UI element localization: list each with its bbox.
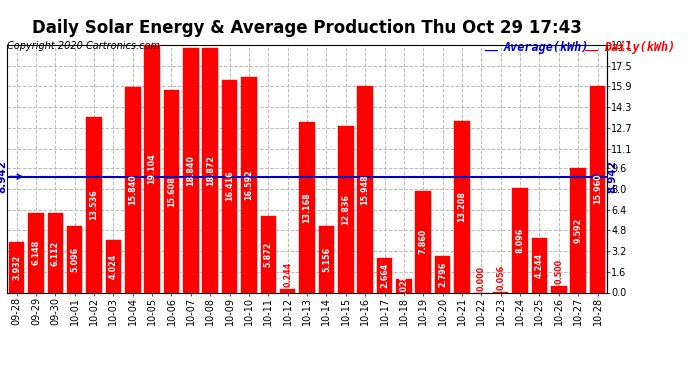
Text: 13.208: 13.208: [457, 192, 466, 222]
Text: 15.840: 15.840: [128, 174, 137, 205]
Bar: [280, 290, 295, 292]
Text: Daily Solar Energy & Average Production Thu Oct 29 17:43: Daily Solar Energy & Average Production …: [32, 19, 582, 37]
Bar: [454, 122, 470, 292]
Bar: [551, 286, 566, 292]
Text: 6.112: 6.112: [51, 240, 60, 266]
Text: 5.872: 5.872: [264, 242, 273, 267]
Bar: [86, 117, 102, 292]
Text: Daily(kWh): Daily(kWh): [604, 41, 675, 54]
Text: 5.156: 5.156: [322, 246, 331, 272]
Bar: [571, 168, 586, 292]
Bar: [183, 48, 199, 292]
Text: 2.796: 2.796: [438, 262, 447, 287]
Text: 0.244: 0.244: [283, 262, 292, 287]
Text: Copyright 2020 Cartronics.com: Copyright 2020 Cartronics.com: [7, 41, 160, 51]
Text: Average(kWh): Average(kWh): [504, 41, 589, 54]
Text: 18.872: 18.872: [206, 155, 215, 186]
Text: 9.592: 9.592: [573, 218, 582, 243]
Text: 13.536: 13.536: [90, 189, 99, 220]
Text: 0.056: 0.056: [496, 265, 505, 290]
Text: 1.028: 1.028: [400, 273, 408, 298]
Bar: [319, 226, 334, 292]
Bar: [338, 126, 353, 292]
Text: 7.860: 7.860: [419, 229, 428, 254]
Bar: [357, 86, 373, 292]
Text: 8.096: 8.096: [515, 227, 524, 253]
Text: 12.836: 12.836: [342, 194, 351, 225]
Text: 16.416: 16.416: [225, 171, 234, 201]
Text: 3.932: 3.932: [12, 254, 21, 280]
Bar: [106, 240, 121, 292]
Bar: [125, 87, 141, 292]
Text: 16.592: 16.592: [244, 170, 253, 200]
Bar: [202, 48, 218, 292]
Bar: [222, 80, 237, 292]
Text: 4.024: 4.024: [109, 254, 118, 279]
Text: —: —: [483, 43, 497, 58]
Text: 6.148: 6.148: [32, 240, 41, 265]
Bar: [377, 258, 392, 292]
Text: 0.500: 0.500: [554, 259, 563, 284]
Text: —: —: [583, 43, 598, 58]
Bar: [9, 242, 24, 292]
Bar: [48, 213, 63, 292]
Text: 8.942: 8.942: [607, 160, 617, 193]
Bar: [144, 45, 160, 292]
Bar: [532, 237, 547, 292]
Bar: [590, 86, 605, 292]
Bar: [67, 226, 82, 292]
Bar: [396, 279, 412, 292]
Text: 15.948: 15.948: [361, 174, 370, 204]
Bar: [299, 122, 315, 292]
Text: 5.096: 5.096: [70, 247, 79, 272]
Text: 15.960: 15.960: [593, 174, 602, 204]
Text: 13.168: 13.168: [302, 192, 312, 222]
Text: 2.664: 2.664: [380, 262, 389, 288]
Bar: [164, 90, 179, 292]
Bar: [261, 216, 276, 292]
Bar: [512, 188, 528, 292]
Text: 4.244: 4.244: [535, 252, 544, 278]
Text: 0.000: 0.000: [477, 266, 486, 291]
Bar: [435, 256, 451, 292]
Bar: [241, 78, 257, 292]
Text: 18.840: 18.840: [186, 155, 195, 186]
Bar: [28, 213, 43, 292]
Text: 19.104: 19.104: [148, 153, 157, 184]
Bar: [415, 190, 431, 292]
Text: 8.942: 8.942: [0, 160, 7, 193]
Text: 15.608: 15.608: [167, 176, 176, 207]
